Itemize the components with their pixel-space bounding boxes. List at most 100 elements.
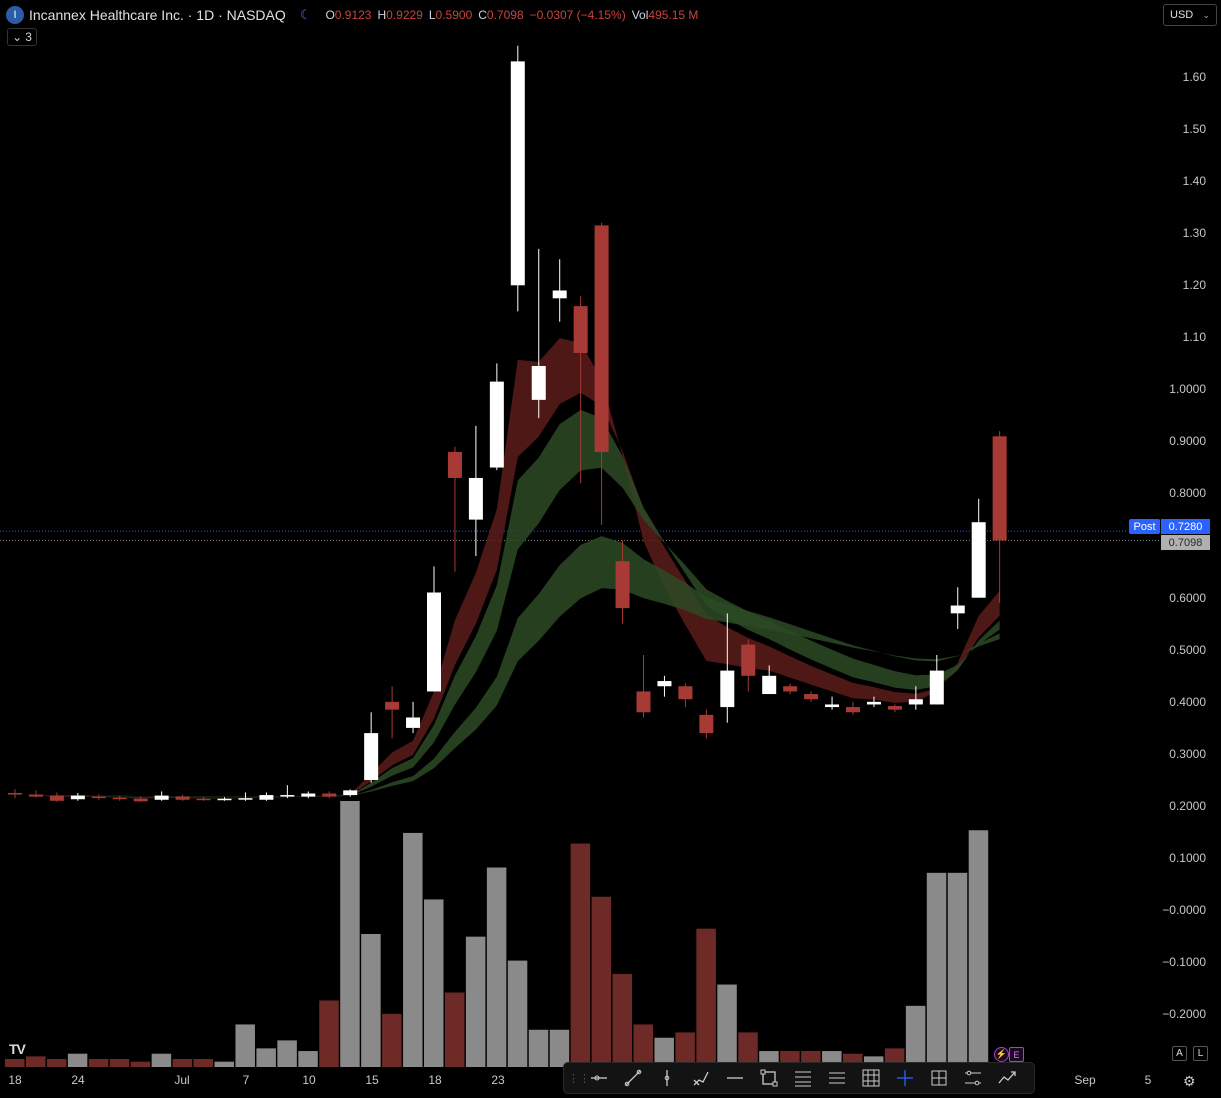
volume-bar [570,843,591,1067]
volume-bar [109,1059,130,1067]
price-axis-label: 0.4000 [1169,695,1206,709]
candle-body [70,795,85,800]
time-axis-label: Sep [1074,1073,1096,1087]
candle-body [804,694,819,700]
events-badges[interactable]: ⚡ E [994,1047,1024,1062]
candle-body [825,704,840,708]
time-axis-label: 15 [365,1073,379,1087]
candle-body [196,798,211,801]
last-close-price: 0.7098 [1161,535,1210,550]
currency-select[interactable]: USD ⌄ [1163,4,1217,26]
candle-body [112,797,127,800]
volume-bar [403,832,423,1067]
long-position-icon[interactable] [956,1064,990,1092]
chevron-down-icon: ⌄ [1202,9,1210,20]
drawing-toolbar: ⋮⋮ [563,1062,1035,1094]
candle-body [657,681,672,687]
volume-bar [235,1024,255,1067]
drag-handle-icon[interactable]: ⋮⋮ [568,1072,590,1085]
gear-icon[interactable]: ⚙ [1183,1073,1196,1089]
candle-body [49,795,64,801]
candle-body [238,798,253,800]
volume-bar [172,1059,193,1067]
volume-bar [361,934,381,1067]
auto-scale-button[interactable]: A [1172,1046,1187,1061]
time-axis-label: 7 [242,1073,250,1087]
candle-body [783,686,798,692]
volume-bar [947,872,968,1067]
tradingview-logo[interactable]: TV [9,1041,26,1057]
candle-body [887,706,902,710]
volume-bar [717,984,737,1067]
volume-bar [465,936,486,1067]
candle-body [154,795,169,800]
price-axis-label: −0.2000 [1162,1007,1206,1021]
brush-icon[interactable] [684,1064,718,1092]
candle-body [447,451,462,478]
price-axis-label: −0.1000 [1162,955,1206,969]
candle-body [866,701,881,705]
log-scale-button[interactable]: L [1193,1046,1208,1061]
volume-bar [214,1061,234,1067]
time-axis-label: 5 [1144,1073,1152,1087]
grid-icon[interactable] [854,1064,888,1092]
volume-bar [277,1040,297,1067]
forecast-icon[interactable] [990,1064,1024,1092]
vertical-line-icon[interactable] [650,1064,684,1092]
market-closed-moon-icon[interactable]: ☾ [299,7,312,22]
horizontal-line-icon[interactable] [718,1064,752,1092]
candle-body [741,644,756,676]
ema-cloud-slow [15,536,1000,798]
price-axis-label: 0.1000 [1169,851,1206,865]
candle-body [8,792,22,795]
parallel-channel-icon[interactable] [820,1064,854,1092]
candle-body [846,707,860,713]
volume-bar [507,960,528,1067]
price-axis-label: 0.6000 [1169,591,1206,605]
time-axis-label: 18 [8,1073,22,1087]
volume-bar [738,1032,758,1067]
candle-body [427,592,441,692]
volume-bar [424,899,444,1067]
high-label: H [377,8,387,22]
candle-body [573,306,588,353]
volume-bar [926,872,947,1067]
volume-bar [612,973,633,1067]
volume-bar [633,1024,653,1067]
symbol-logo-icon[interactable]: I [6,6,24,24]
trend-line-icon[interactable] [616,1064,650,1092]
post-market-tag: Post [1129,519,1160,534]
lightning-icon[interactable]: ⚡ [994,1047,1009,1062]
price-axis-label: 0.8000 [1169,486,1206,500]
horizontal-ray-icon[interactable] [582,1064,616,1092]
candle-body [91,796,106,799]
indicators-collapse-button[interactable]: ⌄ 3 [7,28,37,46]
close-value: 0.7098 [486,8,524,22]
volume-bar [130,1061,151,1067]
candle-body [364,733,379,780]
low-label: L [428,8,436,22]
crosshair-icon[interactable] [888,1064,922,1092]
candle-body [406,717,421,728]
price-axis-label: 1.0000 [1169,382,1206,396]
fib-retracement-icon[interactable] [786,1064,820,1092]
volume-bar [88,1059,109,1067]
volume-bar [444,992,465,1067]
candle-body [636,691,651,713]
volume-bar [256,1048,276,1067]
candle-body [175,796,190,800]
candle-body [28,794,43,797]
volume-bar [675,1032,695,1067]
candle-body [762,675,777,695]
symbol-title[interactable]: Incannex Healthcare Inc. · 1D · NASDAQ [29,7,286,23]
candle-body [510,61,525,286]
rectangle-icon[interactable] [752,1064,786,1092]
open-value: 0.9123 [334,8,372,22]
earnings-icon[interactable]: E [1009,1047,1024,1062]
measure-icon[interactable] [922,1064,956,1092]
low-value: 0.5900 [435,8,473,22]
volume-bar [46,1059,67,1067]
volume-bar [549,1029,570,1067]
candle-body [720,670,735,708]
